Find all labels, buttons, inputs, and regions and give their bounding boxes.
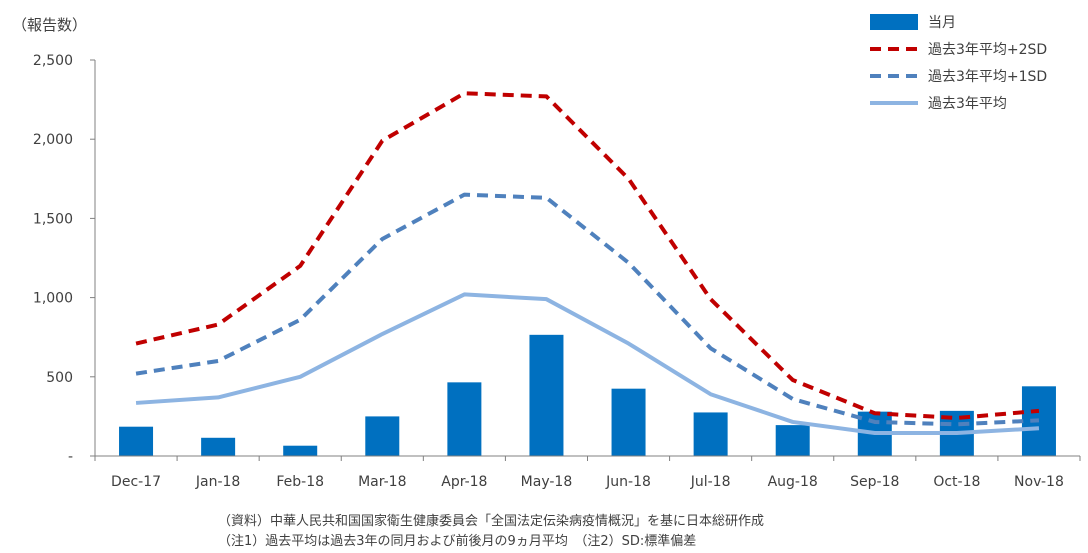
x-tick-label: Oct-18 [933, 474, 980, 490]
x-tick-label: Jan-18 [195, 474, 240, 490]
series-line [135, 91, 1040, 420]
x-axis: Dec-17 Jan-18 Feb-18 Mar-18 Apr-18 May-18 Jun-… [94, 456, 1081, 490]
series-line [135, 292, 1040, 436]
x-tick-label: May-18 [521, 474, 573, 490]
chart-canvas: （報告数） - 500 1,000 1,500 2,000 2,500 Dec-17 Jan… [12, 14, 1081, 490]
bar [529, 334, 564, 456]
y-axis: - 500 1,000 1,500 2,000 2,500 [33, 53, 95, 465]
bar [365, 416, 400, 456]
y-tick-label: 1,500 [33, 211, 73, 227]
x-tick-label: Jun-18 [605, 474, 651, 490]
x-tick-label: Sep-18 [850, 474, 899, 490]
x-tick-label: Mar-18 [358, 474, 406, 490]
y-unit-label: （報告数） [12, 16, 87, 34]
y-tick-label: 1,000 [33, 291, 73, 307]
legend-label: 当月 [928, 15, 956, 31]
y-tick-label: 2,500 [33, 53, 73, 69]
footnote: （注1）過去平均は過去3年の同月および前後月の9ヵ月平均 （注2）SD:標準偏差 [218, 534, 697, 549]
x-tick-label: Nov-18 [1014, 474, 1064, 490]
bar [693, 412, 728, 456]
bar [447, 382, 482, 456]
x-tick-label: Aug-18 [768, 474, 818, 490]
legend-label: 過去3年平均+1SD [928, 69, 1047, 85]
x-tick-label: Apr-18 [441, 474, 487, 490]
bar [119, 426, 154, 456]
legend-swatch [870, 14, 918, 30]
bar [283, 445, 318, 456]
y-tick-label: - [68, 449, 73, 465]
legend-label: 過去3年平均 [928, 96, 1007, 112]
x-tick-label: Jul-18 [690, 474, 731, 490]
legend-label: 過去3年平均+2SD [928, 42, 1047, 58]
bar-series [119, 334, 1056, 456]
x-tick-label: Dec-17 [111, 474, 161, 490]
x-tick-label: Feb-18 [276, 474, 324, 490]
bar [611, 388, 646, 456]
series-line [135, 192, 1040, 427]
source-note: （資料）中華人民共和国国家衛生健康委員会「全国法定伝染病疫情概況」を基に日本総研… [218, 514, 765, 529]
bar [201, 437, 236, 456]
line-series [135, 91, 1040, 436]
bar [775, 425, 810, 456]
y-tick-label: 2,000 [33, 132, 73, 148]
y-tick-label: 500 [46, 370, 73, 386]
